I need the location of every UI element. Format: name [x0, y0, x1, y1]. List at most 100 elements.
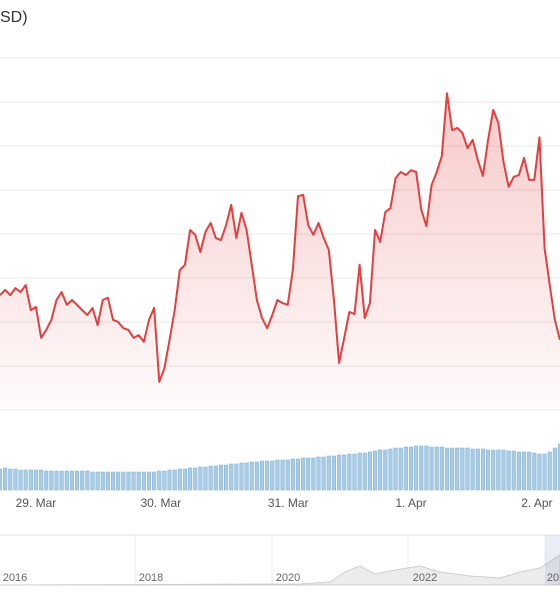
volume-bar — [198, 466, 203, 491]
volume-bar — [414, 445, 419, 491]
volume-bar — [491, 449, 496, 491]
volume-bar — [270, 460, 275, 491]
volume-bar — [557, 443, 560, 491]
volume-bar — [116, 471, 121, 491]
volume-bar — [403, 446, 408, 491]
volume-bar — [516, 451, 521, 491]
navigator-selection[interactable] — [545, 535, 560, 585]
volume-bar — [126, 471, 131, 491]
volume-bar — [295, 458, 301, 491]
volume-bar — [419, 445, 424, 491]
volume-bar — [208, 465, 213, 491]
volume-bar — [537, 453, 542, 491]
volume-bar — [90, 471, 95, 491]
volume-bar — [213, 465, 218, 491]
volume-bar — [0, 468, 3, 491]
x-tick-label: 1. Apr — [395, 496, 426, 510]
volume-bar — [224, 464, 229, 491]
volume-bar — [64, 470, 69, 491]
volume-bar — [470, 448, 475, 491]
volume-bar — [177, 468, 182, 491]
volume-bar — [203, 466, 208, 491]
volume-bar — [532, 452, 537, 491]
volume-bar — [552, 447, 557, 491]
volume-bar — [131, 471, 136, 491]
volume-bar — [239, 462, 244, 491]
plot — [0, 92, 560, 410]
volume-bar — [480, 448, 485, 491]
volume-bar — [434, 446, 439, 491]
volume-bar — [455, 447, 460, 491]
volume-bar — [542, 453, 547, 491]
volume-bar — [121, 471, 126, 491]
volume-bar — [527, 451, 532, 491]
volume-bar — [3, 467, 8, 491]
volume-bar — [249, 461, 254, 491]
volume-bar — [8, 468, 13, 491]
x-tick-label: 29. Mar — [16, 496, 57, 510]
volume-bar — [265, 460, 270, 491]
volume-bar — [496, 449, 501, 491]
volume-bar — [378, 449, 383, 491]
volume-bar — [372, 450, 378, 491]
volume-bar — [254, 461, 259, 491]
volume-bar — [157, 470, 162, 491]
volume-bar — [105, 471, 110, 491]
volume-bar — [501, 449, 506, 491]
volume-bar — [59, 470, 64, 491]
volume-bar — [486, 449, 491, 491]
volume-bar — [347, 453, 352, 491]
volume-bar — [331, 455, 336, 491]
volume-bar — [521, 451, 527, 491]
volume-bar — [306, 457, 311, 491]
volume-bar — [244, 462, 249, 491]
volume-bar — [398, 447, 403, 491]
navigator-label: 2022 — [413, 572, 437, 584]
volume-bar — [95, 471, 100, 491]
volume-bar — [367, 451, 372, 491]
x-axis: 29. Mar 30. Mar 31. Mar 1. Apr 2. Apr — [16, 496, 553, 510]
area — [0, 93, 560, 410]
volume-bar — [75, 470, 80, 491]
volume-bar — [301, 457, 306, 491]
volume-bar — [13, 468, 18, 491]
volume-bar — [182, 468, 188, 491]
volume-bar — [285, 459, 290, 491]
volume-bar — [229, 463, 234, 491]
volume-bar — [146, 471, 152, 491]
volume-bar — [429, 446, 434, 491]
volume-bar — [290, 458, 295, 491]
volume-bar — [275, 459, 280, 491]
volume-bar — [316, 456, 321, 491]
chart-title: SD) — [0, 9, 28, 26]
volume-bar — [141, 471, 146, 491]
navigator-label: 2018 — [139, 572, 163, 584]
volume-bar — [362, 452, 367, 491]
navigator-label: 2020 — [276, 572, 300, 584]
volume-bar — [337, 454, 342, 491]
x-tick-label: 30. Mar — [140, 496, 181, 510]
navigator-area — [0, 554, 560, 586]
volume-bar — [352, 453, 357, 491]
volume-bar — [326, 455, 331, 491]
volume-bar — [259, 460, 265, 491]
volume-bar — [383, 449, 388, 491]
volume-bar — [69, 470, 74, 491]
volume-bar — [33, 469, 39, 491]
volume-bar — [506, 450, 511, 491]
volume-bar — [80, 470, 85, 491]
navigator-labels: 2016 2018 2020 2022 20 — [3, 572, 559, 584]
x-tick-label: 31. Mar — [268, 496, 309, 510]
volume-bar — [18, 469, 23, 491]
volume-bar — [39, 469, 44, 491]
volume-bar — [110, 471, 116, 491]
volume-bar — [357, 452, 362, 491]
volume-bar — [342, 454, 347, 491]
volume-bar — [547, 451, 552, 491]
volume-bar — [193, 467, 198, 491]
volume-bar — [460, 447, 465, 491]
volume-bar — [439, 446, 444, 491]
volume-bar — [465, 447, 470, 491]
volume-bar — [321, 456, 326, 491]
